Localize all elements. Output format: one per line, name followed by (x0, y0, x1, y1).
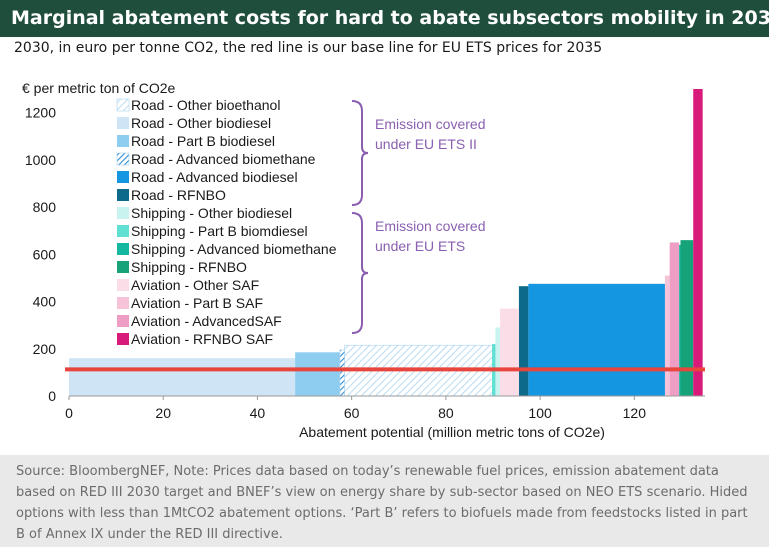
annotation-label: Emission covered under EU ETS (375, 218, 486, 254)
legend-label: Shipping - Other biodiesel (131, 205, 292, 221)
bar-11 (500, 308, 519, 396)
bars (69, 89, 703, 397)
x-tick-label: 60 (344, 405, 360, 421)
legend-label: Road - RFNBO (131, 187, 226, 203)
legend-label: Aviation - AdvancedSAF (131, 313, 282, 329)
legend-swatch (116, 152, 130, 166)
x-tick-label: 0 (65, 405, 73, 421)
legend-label: Road - Advanced biomethane (131, 151, 316, 167)
bar-5 (528, 283, 665, 396)
legend-swatch (117, 171, 129, 183)
bar-2 (69, 358, 296, 396)
legend: Road - Other bioethanol Road - Other biod… (116, 97, 337, 347)
brace (351, 212, 369, 334)
bar-12 (664, 275, 670, 396)
bar-3 (295, 352, 340, 396)
bar-7 (495, 327, 501, 396)
legend-swatch (117, 333, 129, 345)
legend-swatch (117, 261, 129, 273)
legend-swatch (117, 243, 129, 255)
legend-label: Road - Advanced biodiesel (131, 169, 298, 185)
annotations: Emission covered under EU ETS II Emission … (351, 100, 486, 334)
legend-swatch (117, 189, 129, 201)
x-axis-label: Abatement potential (million metric tons… (299, 424, 605, 440)
bar-10 (680, 240, 694, 396)
legend-swatch (117, 315, 129, 327)
x-tick-label: 120 (623, 405, 647, 421)
x-tick-label: 40 (250, 405, 266, 421)
legend-label: Aviation - Part B SAF (131, 295, 263, 311)
bar-9 (679, 244, 681, 396)
bar-13 (669, 242, 680, 396)
y-axis-label: € per metric ton of CO2e (22, 80, 176, 96)
legend-label: Aviation - RFNBO SAF (131, 331, 273, 347)
y-tick-label: 400 (33, 294, 57, 310)
legend-swatch (117, 207, 129, 219)
y-tick-label: 600 (33, 246, 57, 262)
source-note: Source: BloombergNEF, Note: Prices data … (0, 455, 769, 547)
y-tick-label: 0 (48, 388, 56, 404)
legend-label: Shipping - RFNBO (131, 259, 247, 275)
legend-label: Road - Other bioethanol (131, 97, 280, 113)
x-tick-label: 20 (155, 405, 171, 421)
y-tick-label: 800 (33, 199, 57, 215)
legend-label: Shipping - Part B biomdiesel (131, 223, 308, 239)
bar-6 (518, 286, 529, 396)
chart-subtitle: 2030, in euro per tonne CO2, the red lin… (14, 40, 603, 56)
y-tick-label: 1000 (25, 152, 56, 168)
y-tick-label: 1200 (25, 105, 56, 121)
bar-4 (339, 349, 345, 397)
chart-title: Marginal abatement costs for hard to aba… (0, 0, 769, 37)
x-tick-label: 100 (528, 405, 552, 421)
x-tick-label: 80 (438, 405, 454, 421)
legend-label: Road - Other biodiesel (131, 115, 271, 131)
legend-label: Road - Part B biodiesel (131, 133, 275, 149)
legend-swatch (116, 98, 130, 112)
legend-swatch (117, 117, 129, 129)
y-tick-label: 200 (33, 341, 57, 357)
legend-swatch (117, 225, 129, 237)
legend-label: Aviation - Other SAF (131, 277, 259, 293)
annotation-label: Emission covered under EU ETS II (375, 116, 486, 152)
abatement-cost-chart: € per metric ton of CO2e 0 20 40 60 80 100 120… (22, 80, 705, 440)
legend-swatch (117, 279, 129, 291)
legend-swatch (117, 135, 129, 147)
legend-label: Shipping - Advanced biomethane (131, 241, 337, 257)
bar-14 (693, 89, 703, 396)
brace (351, 100, 369, 206)
legend-swatch (117, 297, 129, 309)
